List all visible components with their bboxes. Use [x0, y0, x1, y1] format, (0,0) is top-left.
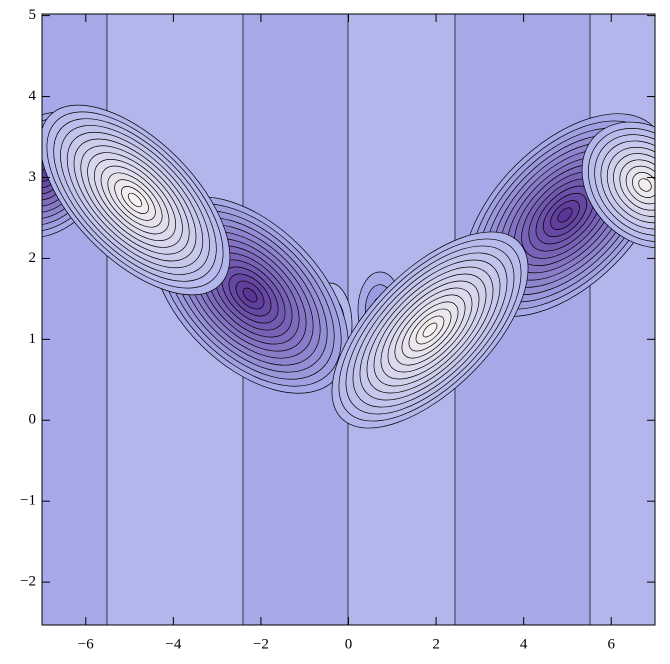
contour-band — [589, 14, 655, 625]
y-tick-label: 4 — [29, 88, 37, 104]
contour-ring — [557, 207, 573, 223]
x-tick-label: 0 — [345, 636, 353, 652]
x-tick-label: −4 — [165, 636, 181, 652]
x-tick-label: 2 — [432, 636, 440, 652]
contour-ring — [127, 192, 143, 208]
x-tick-label: −6 — [78, 636, 94, 652]
y-tick-label: 1 — [29, 331, 37, 347]
contour-field — [42, 14, 655, 625]
contour-ring — [638, 178, 652, 192]
x-tick-label: 4 — [520, 636, 528, 652]
y-tick-label: −1 — [20, 493, 36, 509]
y-tick-label: 2 — [29, 250, 37, 266]
contour-ring — [422, 322, 438, 338]
y-tick-label: 3 — [29, 169, 37, 185]
y-tick-label: 0 — [29, 412, 37, 428]
contour-ring — [242, 287, 258, 303]
x-tick-label: 6 — [607, 636, 615, 652]
x-tick-label: −2 — [253, 636, 269, 652]
y-tick-label: 5 — [29, 7, 37, 23]
y-tick-label: −2 — [20, 574, 36, 590]
